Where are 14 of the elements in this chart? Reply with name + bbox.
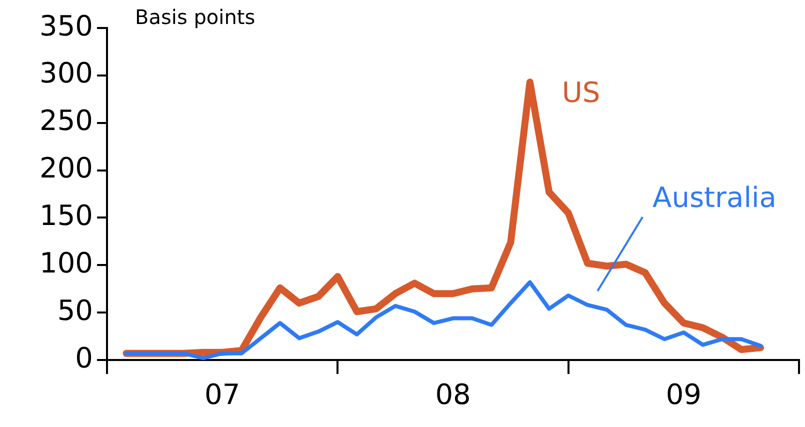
x-tick-label: 08 <box>435 378 471 412</box>
x-tick-label: 09 <box>666 378 702 412</box>
y-tick-label: 350 <box>40 9 93 42</box>
y-tick-label: 50 <box>57 294 93 327</box>
y-tick-label: 300 <box>40 56 93 90</box>
x-tick-label: 07 <box>204 378 240 412</box>
y-tick-label: 0 <box>75 341 93 374</box>
y-tick-label: 250 <box>40 104 93 138</box>
series-label: US <box>562 76 600 110</box>
y-axis-title: Basis points <box>135 5 256 29</box>
y-tick-label: 100 <box>40 246 93 280</box>
y-tick-label: 150 <box>40 198 93 232</box>
text: Australia <box>652 180 776 214</box>
y-tick-label: 200 <box>40 152 93 185</box>
